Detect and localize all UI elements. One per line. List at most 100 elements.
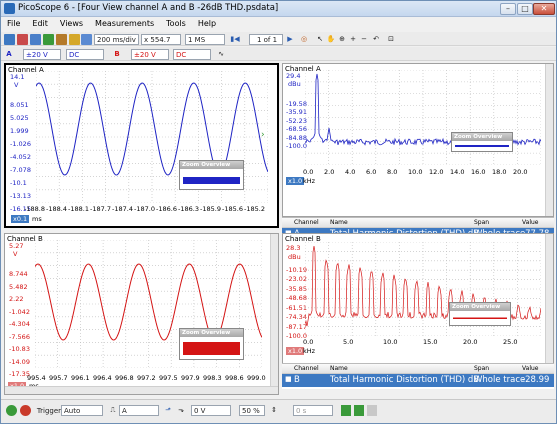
x-tick-label: 8.0 <box>387 168 398 176</box>
trigger-level-field[interactable]: 0 V <box>191 405 231 416</box>
measurement-row[interactable]: ■ B Total Harmonic Distortion (THD) dB Whol… <box>282 374 554 387</box>
zoom-out-icon[interactable]: − <box>361 35 367 43</box>
zoom-overview[interactable]: Zoom Overview <box>451 132 513 152</box>
signal-generator-icon[interactable]: ∿ <box>218 50 224 58</box>
x-tick-label: -188.8 <box>24 205 45 213</box>
y-tick-label: -1.042 <box>9 307 30 316</box>
menu-measurements[interactable]: Measurements <box>95 19 155 28</box>
samples-select[interactable]: 1 MS <box>185 34 225 45</box>
expand-arrow-icon[interactable]: › <box>261 130 265 140</box>
zoom-overview-trace <box>453 314 507 322</box>
y-tick-label: -35.91 <box>286 108 307 117</box>
menu-views[interactable]: Views <box>59 19 84 28</box>
channel-a-spectrum-plot[interactable] <box>305 70 541 165</box>
trigger-edge-icon[interactable]: ⎍ <box>110 406 116 414</box>
channel-a-trace-plot[interactable] <box>36 71 268 203</box>
trigger-mode-select[interactable]: Auto <box>61 405 103 416</box>
persistence-mode-icon[interactable] <box>17 34 28 45</box>
menu-tools[interactable]: Tools <box>166 19 186 28</box>
x-tick-label: 10.0 <box>408 168 423 176</box>
vertical-scrollbar[interactable] <box>545 64 553 216</box>
col-span: Span <box>474 219 490 226</box>
channel-a-trace <box>36 82 268 176</box>
pre-trigger-field[interactable]: 50 % <box>239 405 265 416</box>
channel-a-icon[interactable]: A <box>6 50 12 58</box>
y-tick-label: -87.17 <box>286 322 307 331</box>
zoom-to-fit-icon[interactable]: ⊡ <box>388 35 394 43</box>
zoom-overview-title: Zoom Overview <box>180 329 243 337</box>
x-tick-label: 4.0 <box>345 168 356 176</box>
pointer-tool-icon[interactable]: ↖ <box>317 35 323 43</box>
scope-mode-icon[interactable] <box>4 34 15 45</box>
falling-edge-icon[interactable]: ⬎ <box>178 406 184 414</box>
col-value: Value <box>522 365 539 372</box>
view-title: Channel A <box>8 66 44 74</box>
channel-a-range-select[interactable]: ±20 V <box>23 49 61 60</box>
channel-b-measurements-table: Channel Name Span Value ■ B Total Harmonic Di… <box>282 363 554 389</box>
channel-b-spectrum-view[interactable]: Channel B 28.3 dBu -10.19 -23.02 -35.85 -48… <box>282 233 554 375</box>
undo-zoom-icon[interactable]: ↶ <box>373 35 379 43</box>
rising-edge-icon[interactable]: ⬏ <box>165 406 171 414</box>
x-tick-label: 0.0 <box>303 168 314 176</box>
spectrum-mode-icon[interactable] <box>30 34 41 45</box>
minimize-button[interactable]: – <box>500 3 516 15</box>
menu-file[interactable]: File <box>7 19 21 28</box>
y-unit-label: dBu <box>288 80 301 88</box>
timebase-select[interactable]: 200 ms/div <box>94 34 139 45</box>
zoom-overview[interactable]: Zoom Overview <box>179 160 244 190</box>
wrench-icon[interactable] <box>69 34 80 45</box>
channel-b-scope-view[interactable]: Channel B 5.27 V 8.744 5.482 2.22 -1.042 -4.… <box>4 233 279 395</box>
y-tick-label: -1.026 <box>10 140 31 148</box>
y-tick-label: -14.09 <box>9 357 30 366</box>
y-tick-label: -19.58 <box>286 100 307 108</box>
next-page-icon[interactable]: ▶ <box>287 35 293 43</box>
vertical-scrollbar[interactable] <box>270 234 278 386</box>
zoom-overview[interactable]: Zoom Overview <box>179 328 244 360</box>
vertical-scrollbar[interactable] <box>545 234 553 374</box>
y-max-label: 28.3 <box>286 244 301 252</box>
x-tick-label: 16.0 <box>471 168 486 176</box>
auto-setup-icon[interactable]: ◎ <box>300 35 308 43</box>
x-tick-label: -187.4 <box>112 205 133 213</box>
zoom-region-icon[interactable]: ⊕ <box>339 35 345 43</box>
menu-edit[interactable]: Edit <box>32 19 48 28</box>
zoom-overview[interactable]: Zoom Overview <box>449 302 511 326</box>
x-tick-label: 5.0 <box>343 338 354 346</box>
start-button[interactable] <box>6 405 17 416</box>
channel-b-icon[interactable]: B <box>114 50 120 58</box>
zoom-in-icon[interactable]: + <box>350 35 356 43</box>
x-tick-label: 15.0 <box>423 338 438 346</box>
x-tick-label: 25.0 <box>503 338 518 346</box>
channel-b-range-select[interactable]: ±20 V <box>131 49 169 60</box>
zoom-factor-field[interactable]: x 554.7 <box>141 34 181 45</box>
y-tick-label: -7.566 <box>9 332 30 341</box>
pre-trigger-spinner[interactable]: ⇕ <box>271 406 277 414</box>
measurement-icon[interactable] <box>56 34 67 45</box>
y-unit-label: V <box>14 81 19 89</box>
menu-help[interactable]: Help <box>197 19 217 28</box>
main-toolbar: 200 ms/div x 554.7 1 MS ▮◀ 1 of 1 ▶ ◎ ↖ … <box>1 32 556 46</box>
x-tick-label: -188.1 <box>68 205 89 213</box>
col-channel: Channel <box>294 219 319 226</box>
trigger-delay-field[interactable]: 0 s <box>293 405 333 416</box>
maximize-button[interactable]: □ <box>517 3 533 15</box>
stop-button[interactable] <box>20 405 31 416</box>
close-button[interactable]: ✕ <box>533 3 555 15</box>
channel-options-icon[interactable] <box>81 34 92 45</box>
channel-a-scope-view[interactable]: Channel A 14.1 V 8.051 5.025 1.999 -1.026 -4… <box>4 63 279 228</box>
hand-tool-icon[interactable]: ✋ <box>326 35 336 43</box>
channel-a-spectrum-view[interactable]: Channel A 29.4 dBu -19.58 -35.91 -52.23 -68… <box>282 63 554 217</box>
math-channel-icon[interactable] <box>43 34 54 45</box>
y-tick-label: 8.744 <box>9 270 28 278</box>
x-tick-label: 0.0 <box>303 338 314 346</box>
properties-icon[interactable] <box>367 405 377 416</box>
rulers-icon[interactable] <box>341 405 351 416</box>
first-page-icon[interactable]: ▮◀ <box>230 35 240 43</box>
y-tick-label: -23.02 <box>286 275 307 284</box>
channel-a-coupling-select[interactable]: DC <box>66 49 104 60</box>
col-span: Span <box>474 365 490 372</box>
channel-b-coupling-select[interactable]: DC <box>173 49 211 60</box>
trigger-source-select[interactable]: A <box>119 405 159 416</box>
notes-icon[interactable] <box>354 405 364 416</box>
horizontal-scrollbar[interactable] <box>5 386 278 394</box>
